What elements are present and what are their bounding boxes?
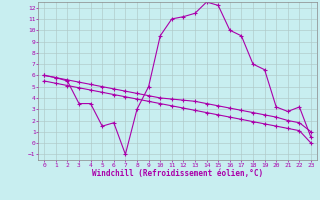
X-axis label: Windchill (Refroidissement éolien,°C): Windchill (Refroidissement éolien,°C) bbox=[92, 169, 263, 178]
